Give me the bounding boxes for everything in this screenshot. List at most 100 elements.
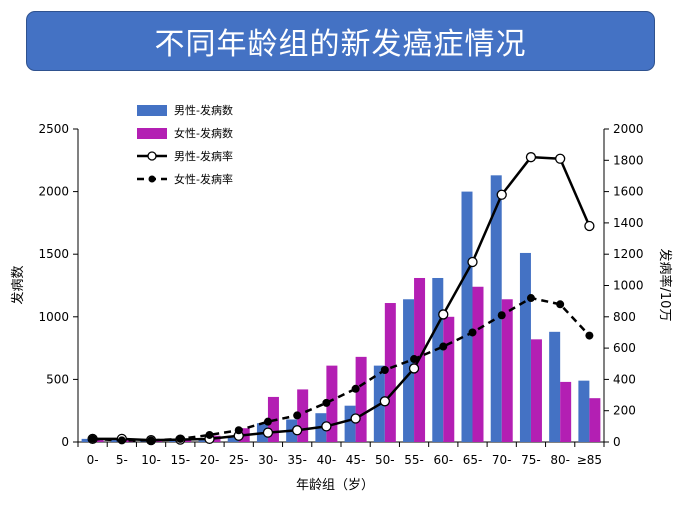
x-tick-label: 5-: [116, 453, 128, 467]
male-rate-point: [350, 413, 361, 424]
female-rate-point: [556, 300, 565, 309]
x-tick-label: 40-: [317, 453, 337, 467]
female-count-bar: [443, 316, 455, 442]
y2-tick-label: 600: [613, 341, 636, 355]
x-axis-title: 年龄组（岁）: [296, 478, 374, 493]
female-count-bar: [530, 339, 542, 442]
y-axis-title: 发病数: [10, 265, 26, 304]
female-count-bar: [121, 440, 133, 442]
x-tick-label: 80-: [550, 453, 570, 467]
female-count-bar: [92, 439, 104, 442]
x-tick-label: 0-: [87, 453, 99, 467]
male-rate-point: [584, 220, 595, 232]
x-tick-label: 55-: [404, 453, 424, 467]
male-rate-point: [525, 152, 537, 163]
legend-label: 男性-发病率: [174, 149, 233, 163]
legend-male-rate-marker: [147, 151, 157, 161]
legend-label: 女性-发病率: [174, 172, 233, 186]
female-rate-point: [380, 366, 389, 375]
legend-label: 男性-发病数: [174, 103, 233, 117]
female-count-bar: [501, 299, 513, 442]
y2-tick-label: 1000: [613, 279, 644, 293]
legend-female-count-swatch: [137, 128, 167, 139]
male-count-bar: [169, 440, 181, 442]
male-rate-point: [292, 425, 303, 436]
female-rate-point: [410, 355, 419, 364]
x-tick-label: 70-: [492, 453, 512, 467]
female-rate-point: [205, 430, 214, 439]
male-count-bar: [227, 437, 239, 442]
female-rate-point: [293, 411, 302, 420]
female-rate-point: [351, 384, 360, 393]
female-rate-point: [88, 434, 97, 443]
male-rate-point: [408, 363, 420, 374]
y-tick-label: 1000: [38, 310, 69, 324]
male-rate-point: [379, 396, 390, 407]
y2-tick-label: 200: [613, 404, 636, 418]
male-count-bar: [432, 277, 444, 442]
y2-axis-title: 发病率/10万: [657, 249, 673, 322]
x-tick-label: 65-: [463, 453, 483, 467]
y-tick-label: 1500: [38, 247, 69, 261]
y2-tick-label: 1200: [613, 247, 644, 261]
male-rate-point: [467, 256, 478, 268]
female-rate-point: [497, 311, 506, 320]
female-count-bar: [472, 286, 484, 442]
x-tick-label: 45-: [346, 453, 366, 467]
y-tick-label: 500: [46, 372, 69, 386]
y2-tick-label: 800: [613, 310, 636, 324]
female-rate-point: [234, 426, 243, 435]
x-tick-label: 60-: [433, 453, 453, 467]
male-count-bar: [403, 299, 415, 442]
female-rate-point: [526, 294, 535, 303]
female-rate-line: [92, 296, 591, 442]
female-rate-point: [468, 328, 477, 337]
female-rate-point: [439, 342, 448, 351]
male-rate-point: [262, 427, 274, 438]
y2-tick-label: 1400: [613, 216, 644, 230]
female-count-bar: [326, 365, 338, 442]
x-tick-label: 35-: [287, 453, 307, 467]
female-rate-point: [585, 331, 594, 340]
male-count-bar: [198, 440, 210, 442]
female-count-bar: [384, 303, 396, 442]
x-tick-label: 15-: [170, 453, 190, 467]
male-rate-point: [321, 421, 332, 432]
chart-title-banner: 不同年龄组的新发癌症情况: [26, 11, 655, 71]
male-count-bar: [490, 175, 502, 442]
female-count-bar: [297, 389, 309, 442]
x-tick-label: ≥85: [577, 453, 602, 467]
x-tick-label: 20-: [200, 453, 220, 467]
x-tick-label: 30-: [258, 453, 278, 467]
female-rate-point: [263, 417, 272, 426]
female-rate-point: [176, 434, 185, 443]
y-tick-label: 2500: [38, 122, 69, 136]
y-tick-label: 0: [61, 435, 69, 449]
y2-tick-label: 1800: [613, 153, 644, 167]
male-rate-point: [438, 309, 449, 320]
legend-female-rate-marker: [148, 175, 156, 183]
y2-tick-label: 400: [613, 372, 636, 386]
x-tick-label: 75-: [521, 453, 541, 467]
male-count-bar: [461, 191, 473, 442]
legend-label: 女性-发病数: [174, 126, 233, 140]
male-rate-point: [555, 153, 566, 164]
male-count-bar: [519, 252, 531, 442]
female-count-bar: [560, 381, 572, 442]
y-tick-label: 2000: [38, 185, 69, 199]
male-rate-line: [92, 155, 591, 442]
x-tick-label: 25-: [229, 453, 249, 467]
y2-tick-label: 1600: [613, 185, 644, 199]
male-count-bar: [110, 439, 122, 442]
female-count-bar: [355, 356, 367, 442]
x-tick-label: 10-: [141, 453, 161, 467]
female-rate-point: [147, 436, 156, 445]
female-rate-point: [117, 436, 126, 445]
male-count-bar: [578, 380, 590, 442]
legend-male-count-swatch: [137, 105, 167, 116]
y2-tick-label: 2000: [613, 122, 644, 136]
male-count-bar: [344, 405, 356, 442]
male-count-bar: [549, 331, 561, 442]
female-count-bar: [589, 398, 601, 442]
